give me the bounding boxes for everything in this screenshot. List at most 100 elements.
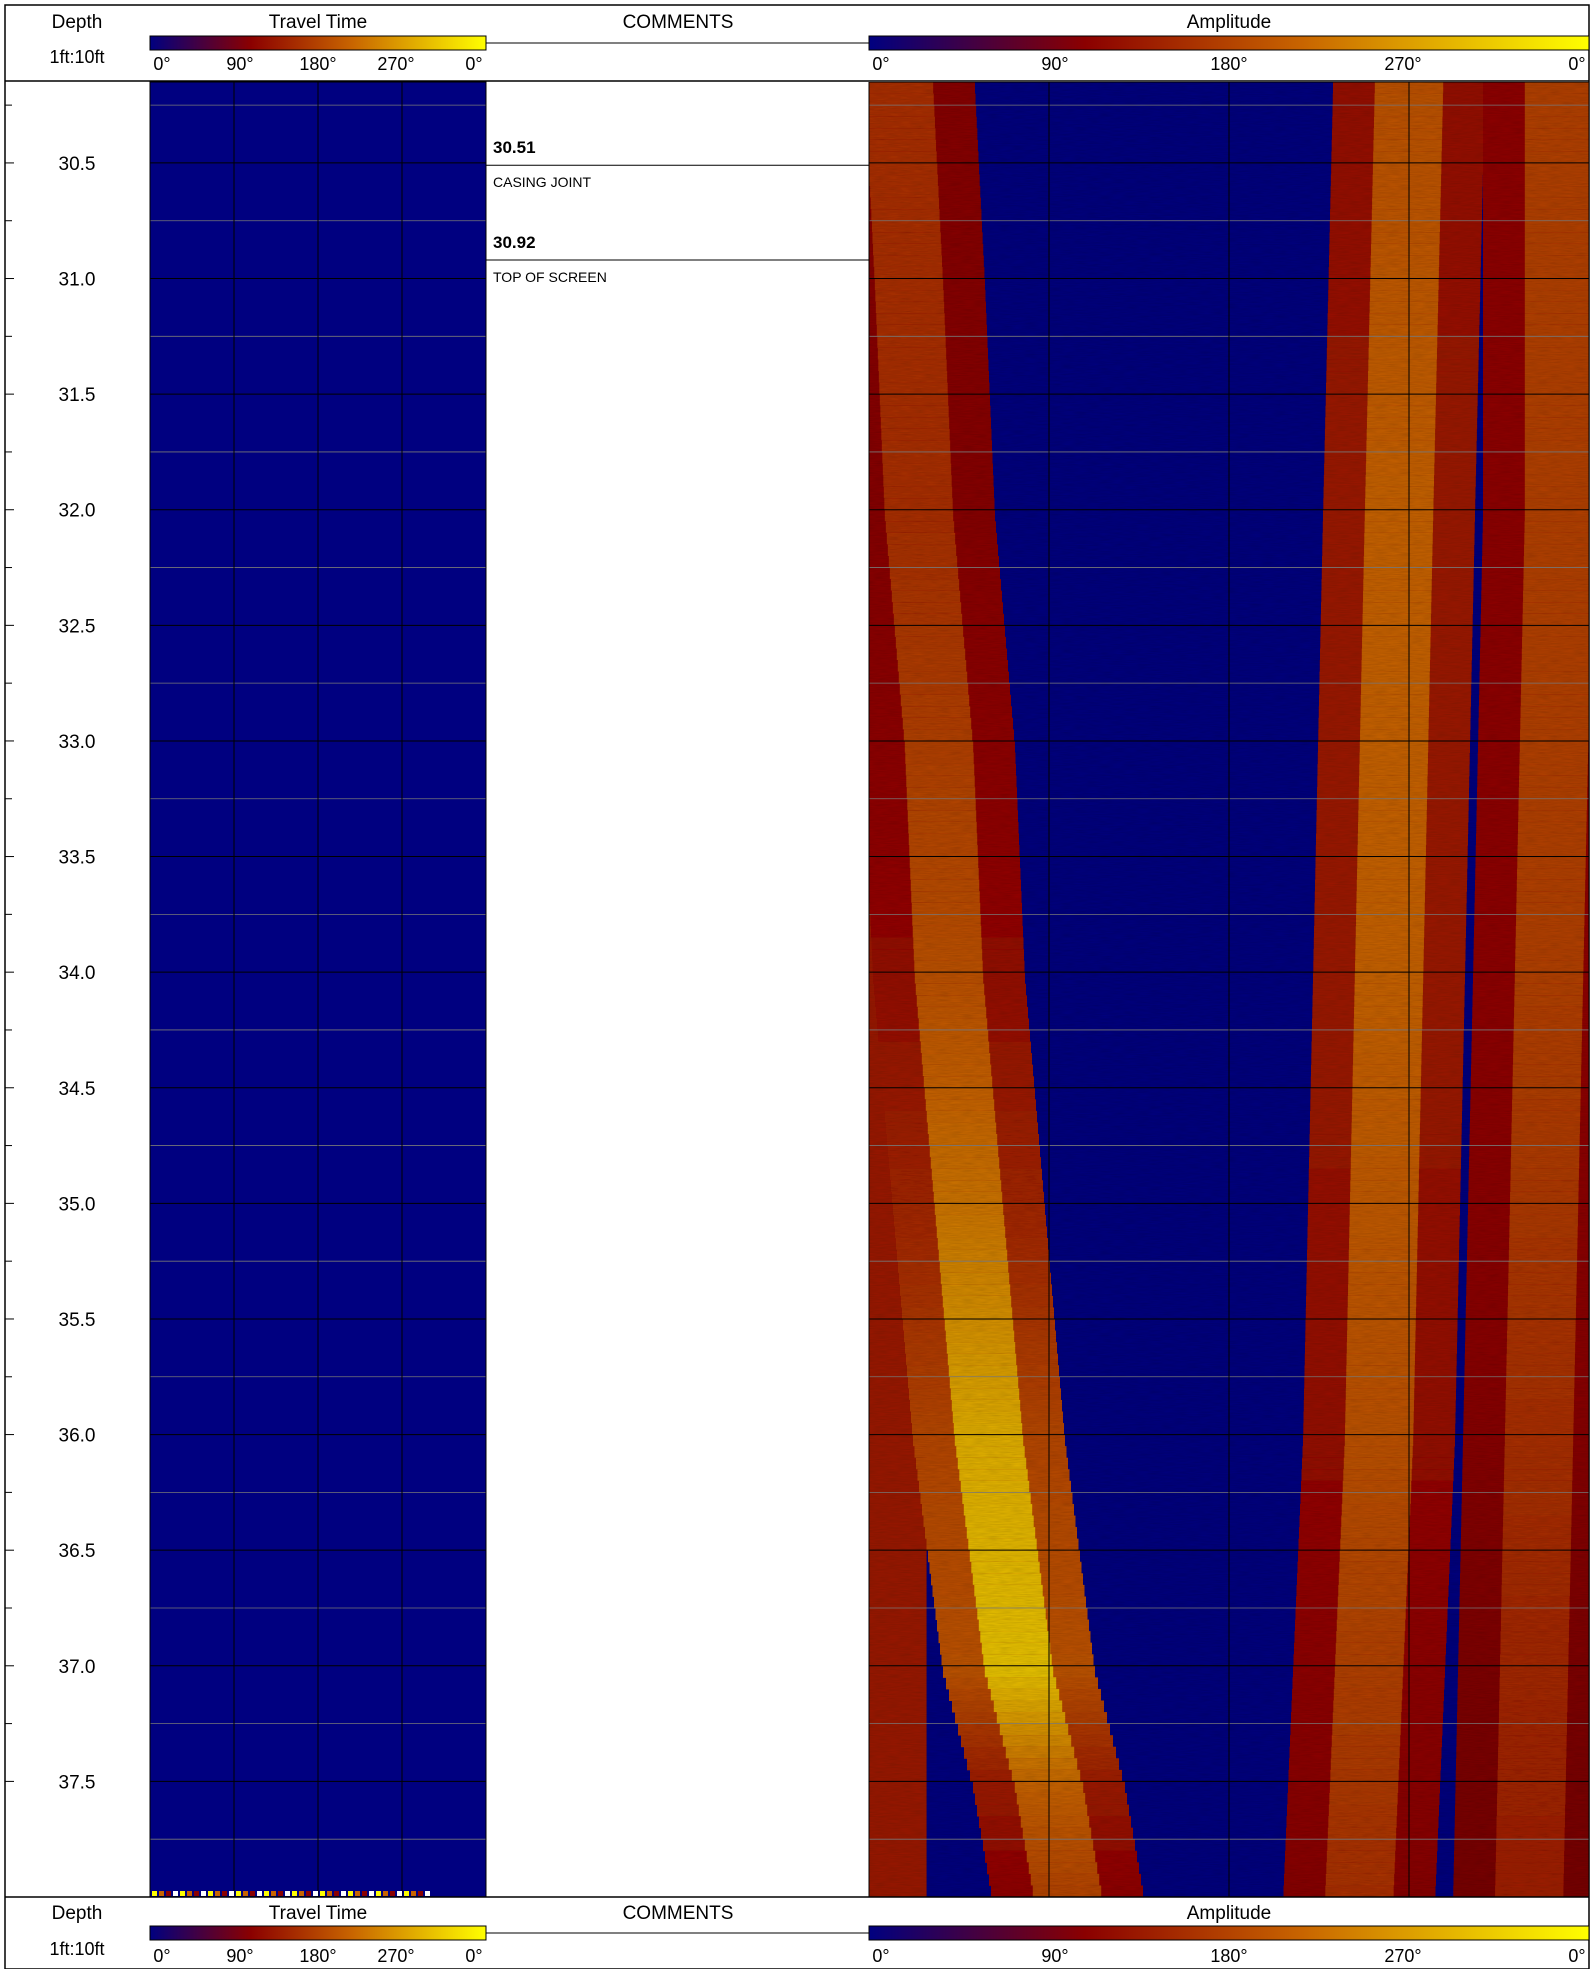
amplitude-cell — [886, 532, 956, 545]
amplitude-cell — [940, 1272, 1010, 1285]
travel-time-bottom-speckle — [152, 1891, 430, 1896]
amplitude-cell — [1514, 983, 1583, 996]
amplitude-cell — [1347, 1307, 1416, 1320]
amplitude-cell — [926, 1110, 996, 1123]
amplitude-cell — [1522, 636, 1589, 649]
amplitude-cell — [1509, 1238, 1578, 1251]
amplitude-cell — [904, 740, 974, 754]
amplitude-cell — [1499, 1700, 1568, 1713]
speckle-mark — [187, 1891, 192, 1896]
amplitude-cell — [1505, 1411, 1574, 1424]
amplitude-cell — [1506, 1353, 1575, 1366]
amplitude-cell — [1346, 1365, 1415, 1378]
speckle-mark — [194, 1891, 199, 1896]
travel-time-grid — [149, 81, 487, 1898]
amplitude-cell — [1524, 255, 1589, 268]
amplitude-cell — [912, 914, 981, 927]
amplitude-cell — [1022, 1827, 1092, 1840]
amplitude-cell — [942, 1295, 1012, 1308]
amplitude-cell — [1347, 1330, 1416, 1343]
amplitude-cell — [1361, 683, 1430, 696]
amplitude-cell — [1502, 1550, 1571, 1563]
amplitude-cell — [869, 93, 934, 106]
amplitude-cell — [1502, 1538, 1571, 1551]
amplitude-cell — [885, 521, 955, 534]
amplitude-cell — [1504, 1457, 1573, 1470]
amplitude-cell — [884, 509, 954, 522]
amplitude-cell — [898, 671, 968, 684]
depth-label: 37.5 — [59, 1772, 96, 1793]
amplitude-cell — [1500, 1631, 1569, 1644]
amplitude-cell — [879, 394, 949, 407]
amplitude-cell — [951, 1399, 1021, 1412]
amplitude-cell — [1521, 648, 1589, 661]
amplitude-cell — [877, 347, 947, 360]
amplitude-cell — [1005, 1746, 1075, 1759]
colorbar-tick-label: 90° — [1041, 1946, 1068, 1966]
speckle-mark — [229, 1891, 234, 1896]
amplitude-cell — [1507, 1295, 1577, 1308]
amplitude-cell — [1524, 475, 1589, 488]
comments-title: COMMENTS — [623, 12, 734, 33]
speckle-mark — [201, 1891, 206, 1896]
amplitude-cell — [869, 1584, 927, 1597]
amplitude-cell — [1355, 925, 1425, 938]
amplitude-cell — [869, 1596, 927, 1609]
depth-label: 36.0 — [59, 1426, 96, 1447]
amplitude-cell — [1522, 602, 1589, 615]
amplitude-cell — [1372, 186, 1441, 199]
speckle-mark — [334, 1891, 339, 1896]
amplitude-cell — [880, 405, 949, 418]
amplitude-cell — [1501, 1607, 1570, 1621]
amplitude-cell — [869, 1781, 927, 1794]
amplitude-cell — [869, 1654, 927, 1667]
amplitude-cell — [1498, 1746, 1567, 1759]
amplitude-cell — [983, 1654, 1052, 1667]
amplitude-cell — [1515, 925, 1585, 938]
amplitude-cell — [1514, 995, 1583, 1008]
colorbar-tick-label: 180° — [299, 54, 336, 74]
comments-track: 30.51 CASING JOINT 30.92 TOP OF SCREEN — [485, 82, 870, 1897]
amplitude-cell — [1370, 278, 1439, 291]
speckle-mark — [376, 1891, 381, 1896]
amplitude-cell — [1035, 1897, 1103, 1909]
amplitude-cell — [1332, 1712, 1402, 1725]
amplitude-cell — [884, 498, 953, 511]
amplitude-cell — [1362, 602, 1432, 615]
amplitude-cell — [966, 1527, 1036, 1540]
amplitude-cell — [1524, 243, 1589, 256]
amplitude-cell — [941, 1284, 1011, 1297]
amplitude-cell — [869, 1434, 927, 1447]
colorbar-tick-label: 90° — [1041, 54, 1068, 74]
amplitude-cell — [899, 683, 969, 696]
amplitude-track — [869, 82, 1589, 1909]
amplitude-cell — [993, 1700, 1063, 1713]
amplitude-cell — [1508, 1261, 1577, 1274]
amplitude-cell — [1523, 579, 1589, 592]
amplitude-cell — [869, 128, 936, 141]
amplitude-cell — [1495, 1862, 1564, 1875]
amplitude-cell — [1524, 440, 1589, 453]
amplitude-ticks: 0° 90° 180° 270° 0° — [872, 54, 1585, 74]
amplitude-cell — [871, 209, 940, 222]
amplitude-cell — [1516, 914, 1585, 927]
amplitude-cell — [875, 290, 944, 303]
amplitude-cell — [1346, 1342, 1416, 1355]
amplitude-cell — [1342, 1480, 1412, 1493]
amplitude-cell — [959, 1469, 1028, 1482]
amplitude-cell — [1331, 1735, 1401, 1748]
speckle-mark — [278, 1891, 283, 1896]
amplitude-cell — [1351, 1145, 1420, 1158]
amplitude-cell — [1356, 914, 1425, 927]
amplitude-cell — [882, 463, 952, 476]
amplitude-cell — [1328, 1816, 1397, 1829]
amplitude-cell — [1510, 1157, 1580, 1170]
amplitude-cell — [1507, 1318, 1576, 1332]
amplitude-cell — [1347, 1295, 1417, 1308]
colorbar-tick-label: 180° — [299, 1946, 336, 1966]
amplitude-cell — [1495, 1850, 1565, 1863]
amplitude-cell — [1524, 347, 1589, 360]
amplitude-cell — [1524, 428, 1589, 441]
amplitude-title: Amplitude — [1187, 12, 1272, 33]
amplitude-cell — [1366, 451, 1435, 464]
